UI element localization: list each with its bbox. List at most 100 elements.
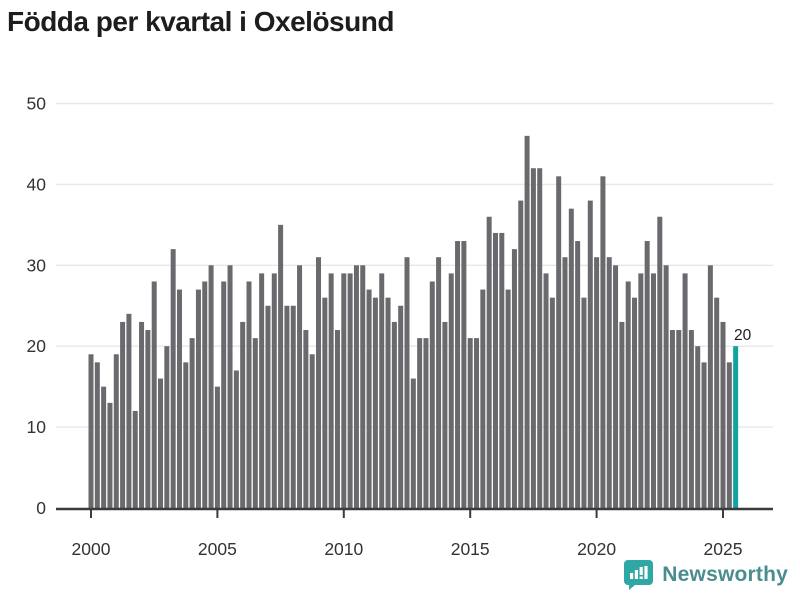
- bar: [669, 330, 675, 508]
- bar: [562, 257, 568, 508]
- bar: [170, 249, 176, 508]
- page-title: Födda per kvartal i Oxelösund: [7, 6, 394, 37]
- bar: [625, 281, 631, 508]
- bar: [259, 273, 265, 508]
- bar: [183, 362, 189, 508]
- bar: [151, 281, 157, 508]
- bar: [347, 273, 353, 508]
- y-axis-tick-label: 10: [27, 417, 47, 437]
- bar: [587, 200, 593, 508]
- bar: [145, 330, 151, 508]
- bar: [720, 321, 726, 508]
- bar: [126, 313, 132, 508]
- bar: [530, 168, 536, 508]
- x-axis-tick-label: 2010: [324, 539, 363, 559]
- bar: [410, 378, 416, 508]
- bar: [113, 354, 119, 508]
- bar: [120, 321, 126, 508]
- bar: [537, 168, 543, 508]
- bar: [549, 297, 555, 508]
- bar: [139, 321, 145, 508]
- bar: [455, 241, 461, 508]
- bar: [442, 321, 448, 508]
- bar: [638, 273, 644, 508]
- bar: [290, 305, 296, 508]
- last-bar-value-label: 20: [734, 327, 752, 344]
- bar: [695, 346, 701, 508]
- bar: [726, 362, 732, 508]
- bar: [524, 135, 530, 509]
- bar: [353, 265, 359, 508]
- bar: [650, 273, 656, 508]
- bar: [619, 321, 625, 508]
- y-axis-tick-label: 50: [27, 94, 47, 114]
- bar: [707, 265, 713, 508]
- y-axis-tick-label: 40: [27, 174, 47, 194]
- bar: [492, 232, 498, 508]
- bar: [474, 338, 480, 508]
- bar: [366, 289, 372, 508]
- y-axis-tick-label: 30: [27, 255, 47, 275]
- bar: [328, 273, 334, 508]
- bar: [714, 297, 720, 508]
- x-axis-tick-label: 2005: [198, 539, 237, 559]
- bar: [568, 208, 574, 509]
- bar: [461, 241, 467, 508]
- bar: [309, 354, 315, 508]
- bar: [252, 338, 258, 508]
- highlighted-bar: [733, 346, 739, 508]
- bar: [316, 257, 322, 508]
- y-axis-tick-label: 20: [27, 336, 47, 356]
- bar: [682, 273, 688, 508]
- bar: [505, 289, 511, 508]
- bar: [480, 289, 486, 508]
- bar: [107, 402, 113, 508]
- bar: [486, 216, 492, 508]
- bar: [499, 232, 505, 508]
- bar: [391, 321, 397, 508]
- bar: [423, 338, 429, 508]
- bar: [676, 330, 682, 508]
- bar: [341, 273, 347, 508]
- y-axis-tick-label: 0: [36, 498, 46, 518]
- bar: [372, 297, 378, 508]
- bar: [594, 257, 600, 508]
- bar: [404, 257, 410, 508]
- bar: [94, 362, 100, 508]
- bar: [271, 273, 277, 508]
- x-axis-tick-label: 2025: [704, 539, 743, 559]
- bar: [644, 241, 650, 508]
- bar: [575, 241, 581, 508]
- x-axis-tick-label: 2020: [577, 539, 616, 559]
- bar: [278, 224, 284, 508]
- bar: [322, 297, 328, 508]
- bar: [556, 176, 562, 508]
- newsworthy-speech-bubble-bar-chart-icon: [624, 560, 654, 590]
- bar: [208, 265, 214, 508]
- bar: [436, 257, 442, 508]
- bar: [600, 176, 606, 508]
- bar: [158, 378, 164, 508]
- bar: [164, 346, 170, 508]
- bar: [227, 265, 233, 508]
- bar: [417, 338, 423, 508]
- bar: [189, 338, 195, 508]
- bar: [379, 273, 385, 508]
- logo-text: Newsworthy: [662, 562, 788, 586]
- bar: [663, 265, 669, 508]
- bar: [581, 297, 587, 508]
- bar: [240, 321, 246, 508]
- bar: [632, 297, 638, 508]
- bar: [246, 281, 252, 508]
- bar: [543, 273, 549, 508]
- bar: [701, 362, 707, 508]
- bar: [360, 265, 366, 508]
- bar: [233, 370, 239, 508]
- bar: [511, 249, 517, 508]
- bar: [284, 305, 290, 508]
- bar: [101, 386, 107, 508]
- bar: [88, 354, 94, 508]
- bar: [303, 330, 309, 508]
- bar: [613, 265, 619, 508]
